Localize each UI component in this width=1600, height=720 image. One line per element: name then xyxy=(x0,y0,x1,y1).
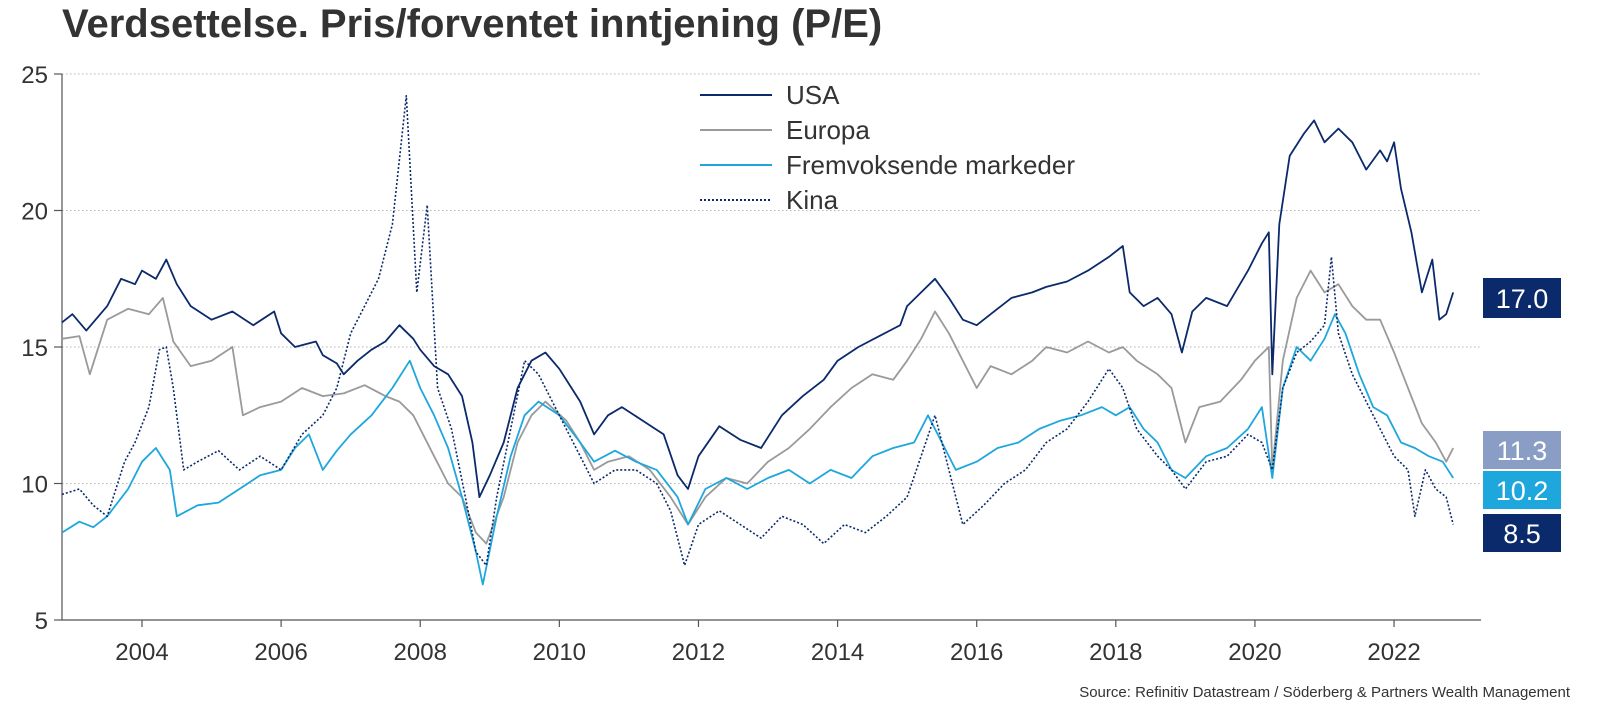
y-tick-label: 15 xyxy=(21,335,48,362)
x-tick-label: 2020 xyxy=(1228,639,1281,666)
y-tick-label: 20 xyxy=(21,199,48,226)
end-label: 11.3 xyxy=(1497,436,1548,466)
series-line-fremvoksende-markeder xyxy=(61,313,1454,586)
legend-label: Kina xyxy=(786,185,839,215)
x-tick-label: 2008 xyxy=(394,639,447,666)
x-tick-label: 2018 xyxy=(1089,639,1142,666)
axes: 5 10 15 20 25 2004 2006 2008 2010 2012 2014 2016 201… xyxy=(21,62,1481,666)
end-label-box xyxy=(1483,514,1561,552)
legend: USA Europa Fremvoksende markeder Kina xyxy=(700,80,1075,215)
x-tick-label: 2010 xyxy=(533,639,586,666)
grid-lines xyxy=(62,73,1481,484)
y-tick-label: 10 xyxy=(21,472,48,499)
y-tick-label: 5 xyxy=(35,608,48,635)
source-note: Source: Refinitiv Datastream / Söderberg… xyxy=(1079,684,1570,701)
y-tick-label: 25 xyxy=(21,62,48,89)
x-tick-label: 2012 xyxy=(672,639,725,666)
x-tick-label: 2022 xyxy=(1367,639,1420,666)
x-tick-label: 2016 xyxy=(950,639,1003,666)
series-line-kina xyxy=(61,95,1454,567)
chart-title: Verdsettelse. Pris/forventet inntjening … xyxy=(62,2,883,46)
legend-label: USA xyxy=(786,80,840,110)
end-label: 8.5 xyxy=(1503,519,1541,549)
end-labels: 17.0 11.3 10.2 8.5 xyxy=(1483,278,1561,552)
x-tick-label: 2006 xyxy=(254,639,307,666)
series-lines xyxy=(61,95,1455,586)
legend-label: Fremvoksende markeder xyxy=(786,150,1075,180)
end-label-box xyxy=(1483,278,1561,318)
end-label-box xyxy=(1483,431,1561,469)
x-tick-label: 2004 xyxy=(115,639,168,666)
series-line-europa xyxy=(61,269,1455,545)
end-label: 17.0 xyxy=(1496,284,1549,314)
legend-label: Europa xyxy=(786,115,870,145)
end-label: 10.2 xyxy=(1496,476,1549,506)
end-label-box xyxy=(1483,471,1561,509)
x-tick-label: 2014 xyxy=(811,639,864,666)
series-line-usa xyxy=(61,119,1455,498)
